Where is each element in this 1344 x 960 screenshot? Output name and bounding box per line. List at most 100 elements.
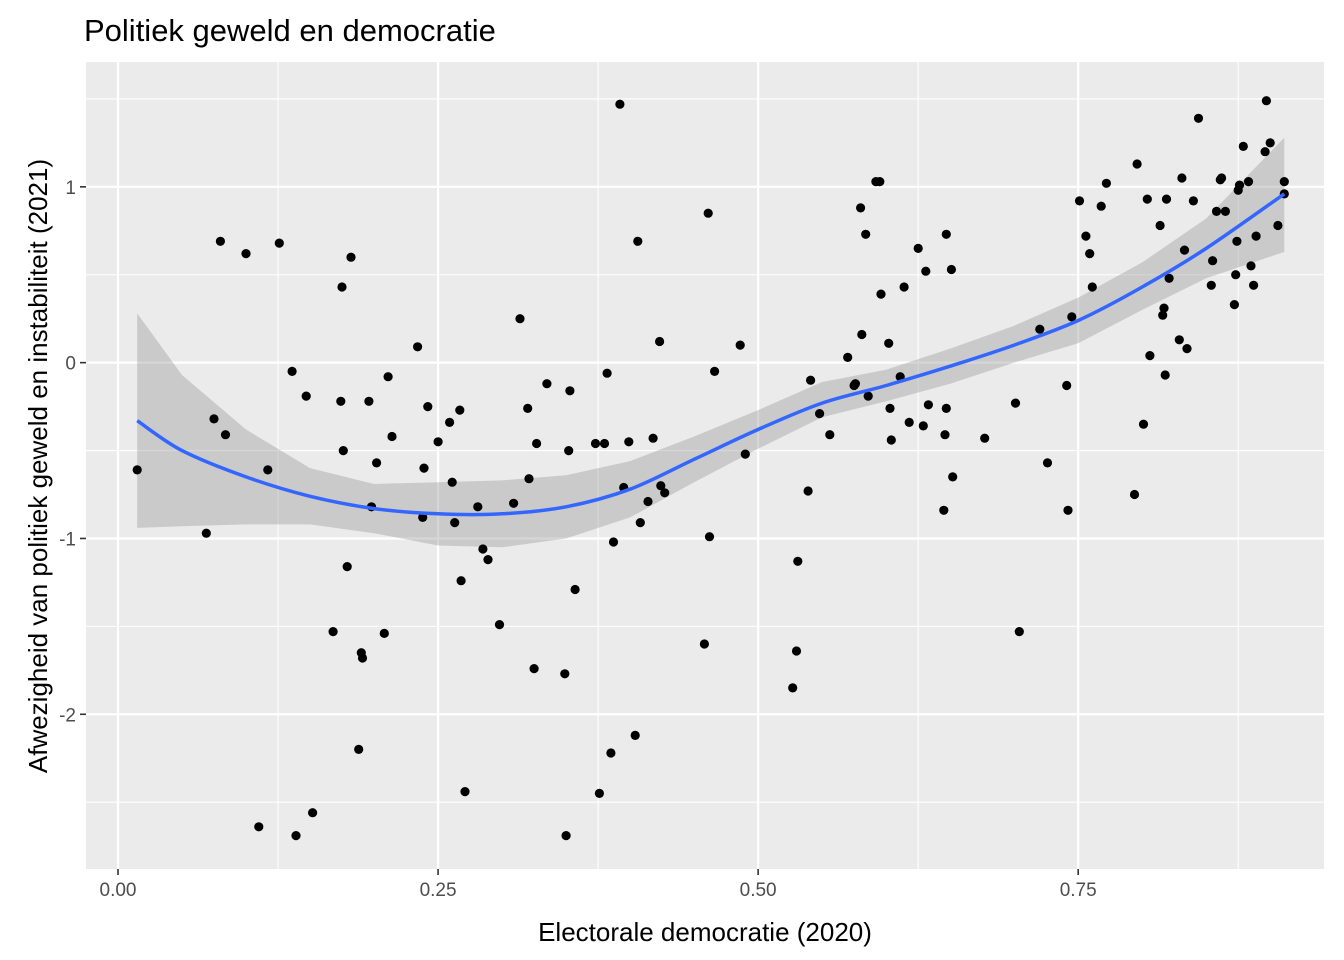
data-point <box>633 236 643 246</box>
data-point <box>1234 180 1245 190</box>
data-point <box>357 653 368 663</box>
data-point <box>1273 220 1283 231</box>
data-point <box>1035 324 1045 334</box>
data-point <box>478 544 488 554</box>
data-point <box>1251 231 1261 241</box>
data-point <box>433 437 443 447</box>
data-point <box>336 396 346 406</box>
y-tick-label: 0 <box>65 354 76 375</box>
data-point <box>456 576 466 586</box>
x-tick-label: 0.75 <box>1060 880 1097 901</box>
data-point <box>863 391 873 401</box>
data-point <box>1161 194 1172 204</box>
data-point <box>132 465 142 475</box>
data-point <box>1260 147 1270 157</box>
data-point <box>561 831 571 841</box>
y-tick-label: 1 <box>65 178 76 199</box>
data-point <box>508 498 519 508</box>
data-point <box>494 620 505 630</box>
data-point <box>346 252 356 262</box>
y-tick-label: -2 <box>59 705 76 726</box>
data-point <box>843 352 853 362</box>
data-point <box>940 430 950 440</box>
data-point <box>1229 300 1239 310</box>
data-point <box>209 414 219 424</box>
data-point <box>1160 370 1170 380</box>
data-point <box>1164 273 1174 283</box>
data-point <box>803 486 813 496</box>
data-point <box>886 435 896 445</box>
data-point <box>1042 458 1053 468</box>
data-point <box>354 744 364 755</box>
data-point <box>383 372 393 382</box>
data-point <box>1010 398 1021 408</box>
data-point <box>815 409 825 419</box>
data-point <box>308 808 318 818</box>
data-point <box>660 488 670 498</box>
y-tick-label: -1 <box>59 529 76 550</box>
data-point <box>1238 141 1248 151</box>
data-point <box>1182 344 1192 354</box>
data-point <box>704 532 715 542</box>
data-point <box>1243 177 1254 187</box>
data-point <box>875 177 885 187</box>
data-point <box>941 403 951 413</box>
data-point <box>1063 505 1073 515</box>
data-point <box>606 748 616 758</box>
data-point <box>788 683 798 693</box>
data-point <box>648 433 658 443</box>
data-point <box>1177 173 1187 183</box>
data-point <box>1158 310 1168 320</box>
data-point <box>699 639 710 649</box>
data-point <box>921 266 931 276</box>
data-point <box>523 403 533 413</box>
data-point <box>602 368 612 378</box>
data-point <box>532 438 542 449</box>
data-point <box>372 458 382 468</box>
data-point <box>918 421 928 431</box>
x-tick-label: 0.50 <box>740 880 777 901</box>
data-point <box>1217 173 1227 183</box>
data-point <box>1062 380 1072 391</box>
data-point <box>635 518 645 528</box>
data-point <box>483 555 493 565</box>
data-point <box>254 822 264 832</box>
data-point <box>542 379 552 389</box>
data-point <box>1085 249 1095 259</box>
data-point <box>201 528 211 538</box>
data-point <box>913 243 923 253</box>
data-point <box>387 431 397 442</box>
data-point <box>643 496 653 507</box>
data-point <box>1193 113 1204 123</box>
data-point <box>364 396 374 406</box>
data-point <box>342 562 352 572</box>
data-point <box>274 238 284 248</box>
data-point <box>656 481 666 491</box>
data-point <box>1265 138 1275 148</box>
minor-gridlines <box>86 62 1324 869</box>
data-point <box>529 664 539 674</box>
data-point <box>735 340 745 350</box>
data-point <box>291 831 301 841</box>
data-point <box>565 386 575 396</box>
data-point <box>301 391 311 401</box>
data-point <box>450 518 460 528</box>
data-point <box>861 229 871 239</box>
data-point <box>419 463 429 473</box>
data-point <box>560 669 570 679</box>
data-point <box>590 438 601 449</box>
data-point <box>946 264 957 275</box>
data-point <box>1174 335 1184 345</box>
data-point <box>876 289 886 299</box>
data-point <box>856 203 866 213</box>
data-point <box>1220 206 1230 216</box>
data-point <box>941 229 951 239</box>
data-point <box>857 329 867 340</box>
data-point <box>1142 194 1152 204</box>
data-point <box>980 433 990 443</box>
data-point <box>455 405 465 415</box>
data-point <box>1231 270 1241 280</box>
data-point <box>1132 159 1142 169</box>
major-gridlines <box>86 62 1324 869</box>
data-point <box>220 430 231 440</box>
